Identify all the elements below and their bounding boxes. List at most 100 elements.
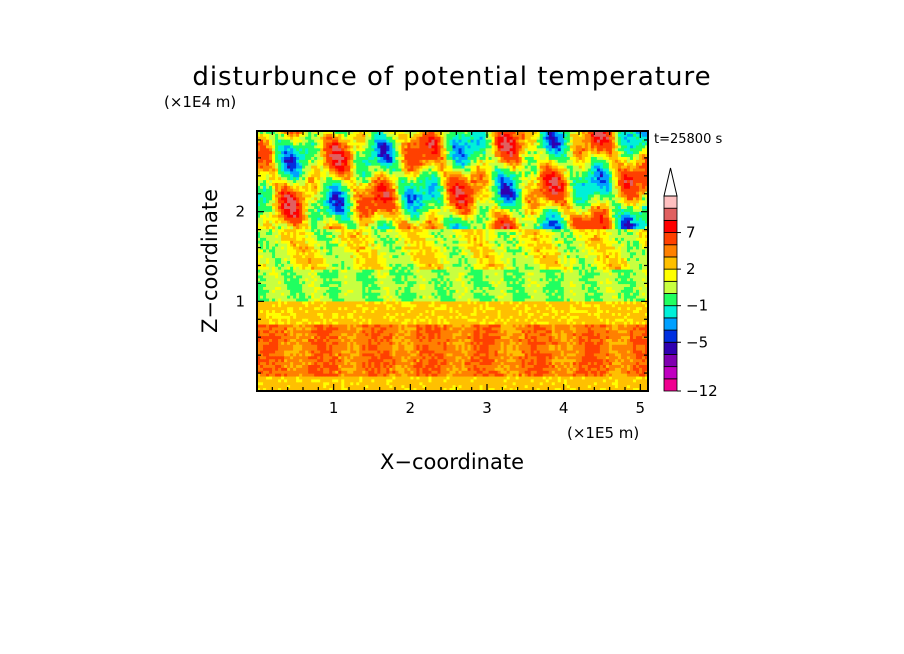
heatmap-cell [479,185,484,190]
heatmap-cell [290,171,294,175]
heatmap-cell [284,183,288,187]
heatmap-cell [263,159,267,164]
heatmap-cell [443,131,448,135]
heatmap-cell [485,145,490,149]
heatmap-cell [458,177,463,181]
heatmap-cell [473,148,478,152]
heatmap-cell [326,211,330,216]
heatmap-cell [338,200,342,204]
heatmap-cell [422,154,427,158]
heatmap-cell [395,159,399,164]
heatmap-cell [587,197,592,201]
heatmap-cell [515,185,520,190]
heatmap-cell [518,168,523,173]
heatmap-cell [593,131,598,135]
heatmap-cell [341,157,345,161]
heatmap-cell [623,197,628,201]
heatmap-cell [584,206,589,210]
heatmap-cell [539,162,544,167]
heatmap-cell [563,139,568,144]
heatmap-cell [503,148,508,152]
heatmap-cell [410,174,414,178]
heatmap-cell [341,145,345,149]
heatmap-cell [329,206,333,210]
heatmap-cell [554,168,559,173]
heatmap-cell [575,171,580,175]
heatmap-cell [434,142,439,147]
heatmap-cell [320,188,324,193]
heatmap-cell [590,177,595,181]
heatmap-cell [362,145,366,149]
heatmap-cell [581,168,586,173]
heatmap-cell [347,209,351,213]
heatmap-cell [413,165,418,170]
heatmap-cell [362,200,366,204]
heatmap-cell [470,136,475,141]
heatmap-cell [356,197,360,201]
heatmap-cell [431,168,436,173]
heatmap-cell [641,148,646,152]
heatmap-cell [443,142,448,147]
heatmap-cell [584,154,589,158]
heatmap-cell [635,206,640,210]
heatmap-cell [455,151,460,155]
heatmap-cell [404,214,408,219]
heatmap-cell [455,211,460,216]
heatmap-cell [335,177,339,181]
heatmap-cell [491,183,496,187]
heatmap-cell [332,142,336,147]
heatmap-cell [593,148,598,152]
heatmap-cell [488,209,493,213]
heatmap-cell [485,148,490,152]
heatmap-cell [413,151,418,155]
heatmap-cell [455,162,460,167]
heatmap-cell [371,194,375,199]
heatmap-cell [527,197,532,201]
heatmap-cell [596,203,601,207]
heatmap-cell [296,168,300,173]
heatmap-cell [632,206,637,210]
heatmap-cell [425,191,430,196]
heatmap-cell [380,180,384,184]
heatmap-cell [392,185,396,190]
heatmap-cell [509,145,514,149]
heatmap-cell [332,171,336,175]
heatmap-cell [503,180,508,184]
heatmap-cell [311,191,315,196]
heatmap-cell [611,148,616,152]
heatmap-cell [428,139,433,144]
heatmap-cell [503,133,508,138]
heatmap-cell [632,203,637,207]
heatmap-cell [362,174,366,178]
heatmap-cell [356,206,360,210]
heatmap-cell [464,185,469,190]
heatmap-cell [542,197,547,201]
heatmap-cell [287,194,291,199]
heatmap-cell [533,177,538,181]
heatmap-cell [416,185,421,190]
heatmap-cell [629,188,634,193]
heatmap-cell [539,188,544,193]
heatmap-cell [524,131,529,135]
heatmap-cell [296,145,300,149]
heatmap-cell [293,183,297,187]
heatmap-cell [323,209,327,213]
heatmap-cell [302,183,306,187]
heatmap-cell [563,214,568,219]
heatmap-cell [635,131,640,135]
heatmap-cell [434,139,439,144]
heatmap-cell [389,159,393,164]
heatmap-cell [284,206,288,210]
heatmap-cell [257,139,261,144]
heatmap-cell [263,145,267,149]
heatmap-cell [407,206,411,210]
heatmap-cell [584,157,589,161]
heatmap-cell [449,183,454,187]
heatmap-cell [452,183,457,187]
heatmap-cell [590,162,595,167]
heatmap-cell [437,139,442,144]
heatmap-cell [443,183,448,187]
heatmap-cell [509,206,514,210]
heatmap-cell [305,165,309,170]
heatmap-cell [572,133,577,138]
